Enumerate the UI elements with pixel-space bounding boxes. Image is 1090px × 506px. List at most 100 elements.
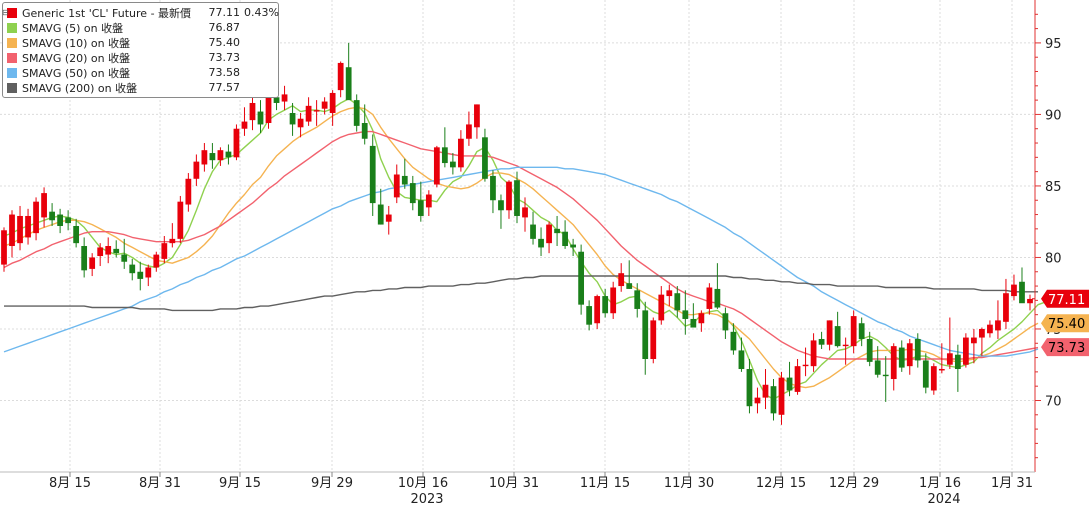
x-tick-label: 8月 15 bbox=[49, 476, 91, 491]
candle-body bbox=[449, 161, 456, 168]
legend-swatch bbox=[7, 82, 17, 93]
candle bbox=[554, 215, 560, 247]
legend-item-sma20[interactable]: SMAVG (20) on 收盤 73.73 bbox=[7, 50, 274, 65]
candle bbox=[193, 154, 200, 186]
candle bbox=[674, 286, 681, 318]
candle-body bbox=[185, 178, 192, 205]
candle bbox=[1019, 267, 1025, 304]
price-tag-label: 77.11 bbox=[1048, 293, 1085, 308]
candle-body bbox=[385, 214, 392, 222]
candle bbox=[962, 333, 969, 368]
candle-body bbox=[313, 110, 320, 112]
candle-body bbox=[265, 94, 272, 124]
candle bbox=[57, 208, 63, 234]
candle-body bbox=[971, 337, 977, 344]
candle-body bbox=[730, 331, 737, 351]
collapse-icon[interactable]: ⊟ bbox=[2, 8, 9, 17]
candle bbox=[794, 359, 801, 395]
candle-body bbox=[979, 328, 985, 338]
candle-body bbox=[546, 224, 552, 244]
price-tag-label: 75.40 bbox=[1048, 317, 1085, 332]
candle bbox=[257, 100, 264, 134]
candle bbox=[17, 205, 23, 251]
candle-body bbox=[634, 290, 641, 309]
candle-body bbox=[97, 247, 104, 257]
candle-body bbox=[690, 318, 697, 328]
candle bbox=[474, 104, 480, 139]
candle-body bbox=[65, 217, 72, 224]
candle bbox=[289, 102, 296, 136]
candle-body bbox=[906, 343, 913, 367]
candle-body bbox=[1, 230, 7, 265]
candle bbox=[914, 333, 921, 368]
candle bbox=[530, 211, 536, 245]
candle-body bbox=[281, 94, 288, 102]
candle bbox=[746, 359, 753, 414]
price-tags: 77.11 75.40 73.73 bbox=[1041, 289, 1089, 357]
candle-body bbox=[554, 228, 560, 234]
year-label: 2023 bbox=[410, 492, 443, 506]
candle bbox=[33, 197, 39, 241]
candle-body bbox=[682, 310, 689, 319]
candle-body bbox=[57, 214, 63, 226]
year-label: 2024 bbox=[927, 492, 960, 506]
candle bbox=[177, 195, 184, 244]
candle bbox=[161, 236, 168, 264]
candle bbox=[722, 307, 729, 339]
candle bbox=[818, 331, 825, 349]
candle bbox=[241, 107, 248, 136]
ma-line-50 bbox=[3, 166, 1039, 357]
legend-item-sma10[interactable]: SMAVG (10) on 收盤 75.40 bbox=[7, 35, 274, 50]
legend-label: Generic 1st 'CL' Future - 最新價 bbox=[22, 6, 192, 20]
candle-body bbox=[169, 238, 176, 244]
candle bbox=[449, 153, 456, 175]
candle-body bbox=[674, 293, 681, 311]
candle-body bbox=[826, 320, 833, 345]
ma-line-10 bbox=[3, 106, 1039, 389]
candle-body bbox=[818, 338, 825, 345]
candle-body bbox=[441, 147, 448, 164]
candle-body bbox=[954, 354, 961, 370]
legend-item-price[interactable]: Generic 1st 'CL' Future - 最新價 77.11 0.43… bbox=[7, 5, 279, 20]
candle bbox=[145, 264, 152, 287]
candle-body bbox=[530, 224, 536, 239]
price-tag: 77.11 bbox=[1041, 289, 1089, 308]
candle-body bbox=[770, 386, 777, 414]
legend-value: 76.87 bbox=[208, 21, 241, 34]
candle bbox=[890, 343, 897, 391]
legend-item-sma5[interactable]: SMAVG (5) on 收盤 76.87 bbox=[7, 20, 274, 35]
legend-swatch bbox=[7, 22, 17, 33]
legend-item-sma50[interactable]: SMAVG (50) on 收盤 73.58 bbox=[7, 65, 274, 80]
candle-body bbox=[1003, 293, 1009, 322]
price-tag-bg bbox=[1041, 338, 1089, 357]
candle bbox=[834, 311, 841, 348]
candle-body bbox=[137, 271, 144, 279]
candle bbox=[305, 97, 312, 126]
candle-body bbox=[433, 147, 440, 185]
candle bbox=[971, 328, 977, 364]
y-tick-label: 85 bbox=[1045, 180, 1062, 195]
candle bbox=[105, 237, 112, 264]
candle bbox=[466, 111, 472, 146]
candle bbox=[690, 303, 697, 328]
candle bbox=[97, 243, 104, 267]
y-tick-label: 95 bbox=[1045, 37, 1062, 52]
legend-swatch bbox=[7, 37, 17, 48]
legend-label: SMAVG (20) on 收盤 bbox=[22, 51, 131, 65]
candle bbox=[329, 90, 336, 126]
candle-body bbox=[842, 344, 849, 347]
candle bbox=[425, 190, 432, 216]
candle bbox=[113, 240, 120, 258]
candle-body bbox=[273, 97, 280, 103]
candle-body bbox=[193, 161, 200, 179]
candle bbox=[602, 288, 609, 318]
candle bbox=[570, 238, 576, 257]
candle-body bbox=[938, 369, 945, 371]
legend-item-sma200[interactable]: SMAVG (200) on 收盤 77.57 bbox=[7, 80, 274, 95]
candle-body bbox=[834, 326, 841, 347]
candle-body bbox=[257, 111, 264, 125]
candle bbox=[738, 337, 745, 372]
candle bbox=[762, 369, 769, 410]
legend-value: 77.57 bbox=[208, 81, 241, 94]
candle-body bbox=[874, 360, 881, 375]
